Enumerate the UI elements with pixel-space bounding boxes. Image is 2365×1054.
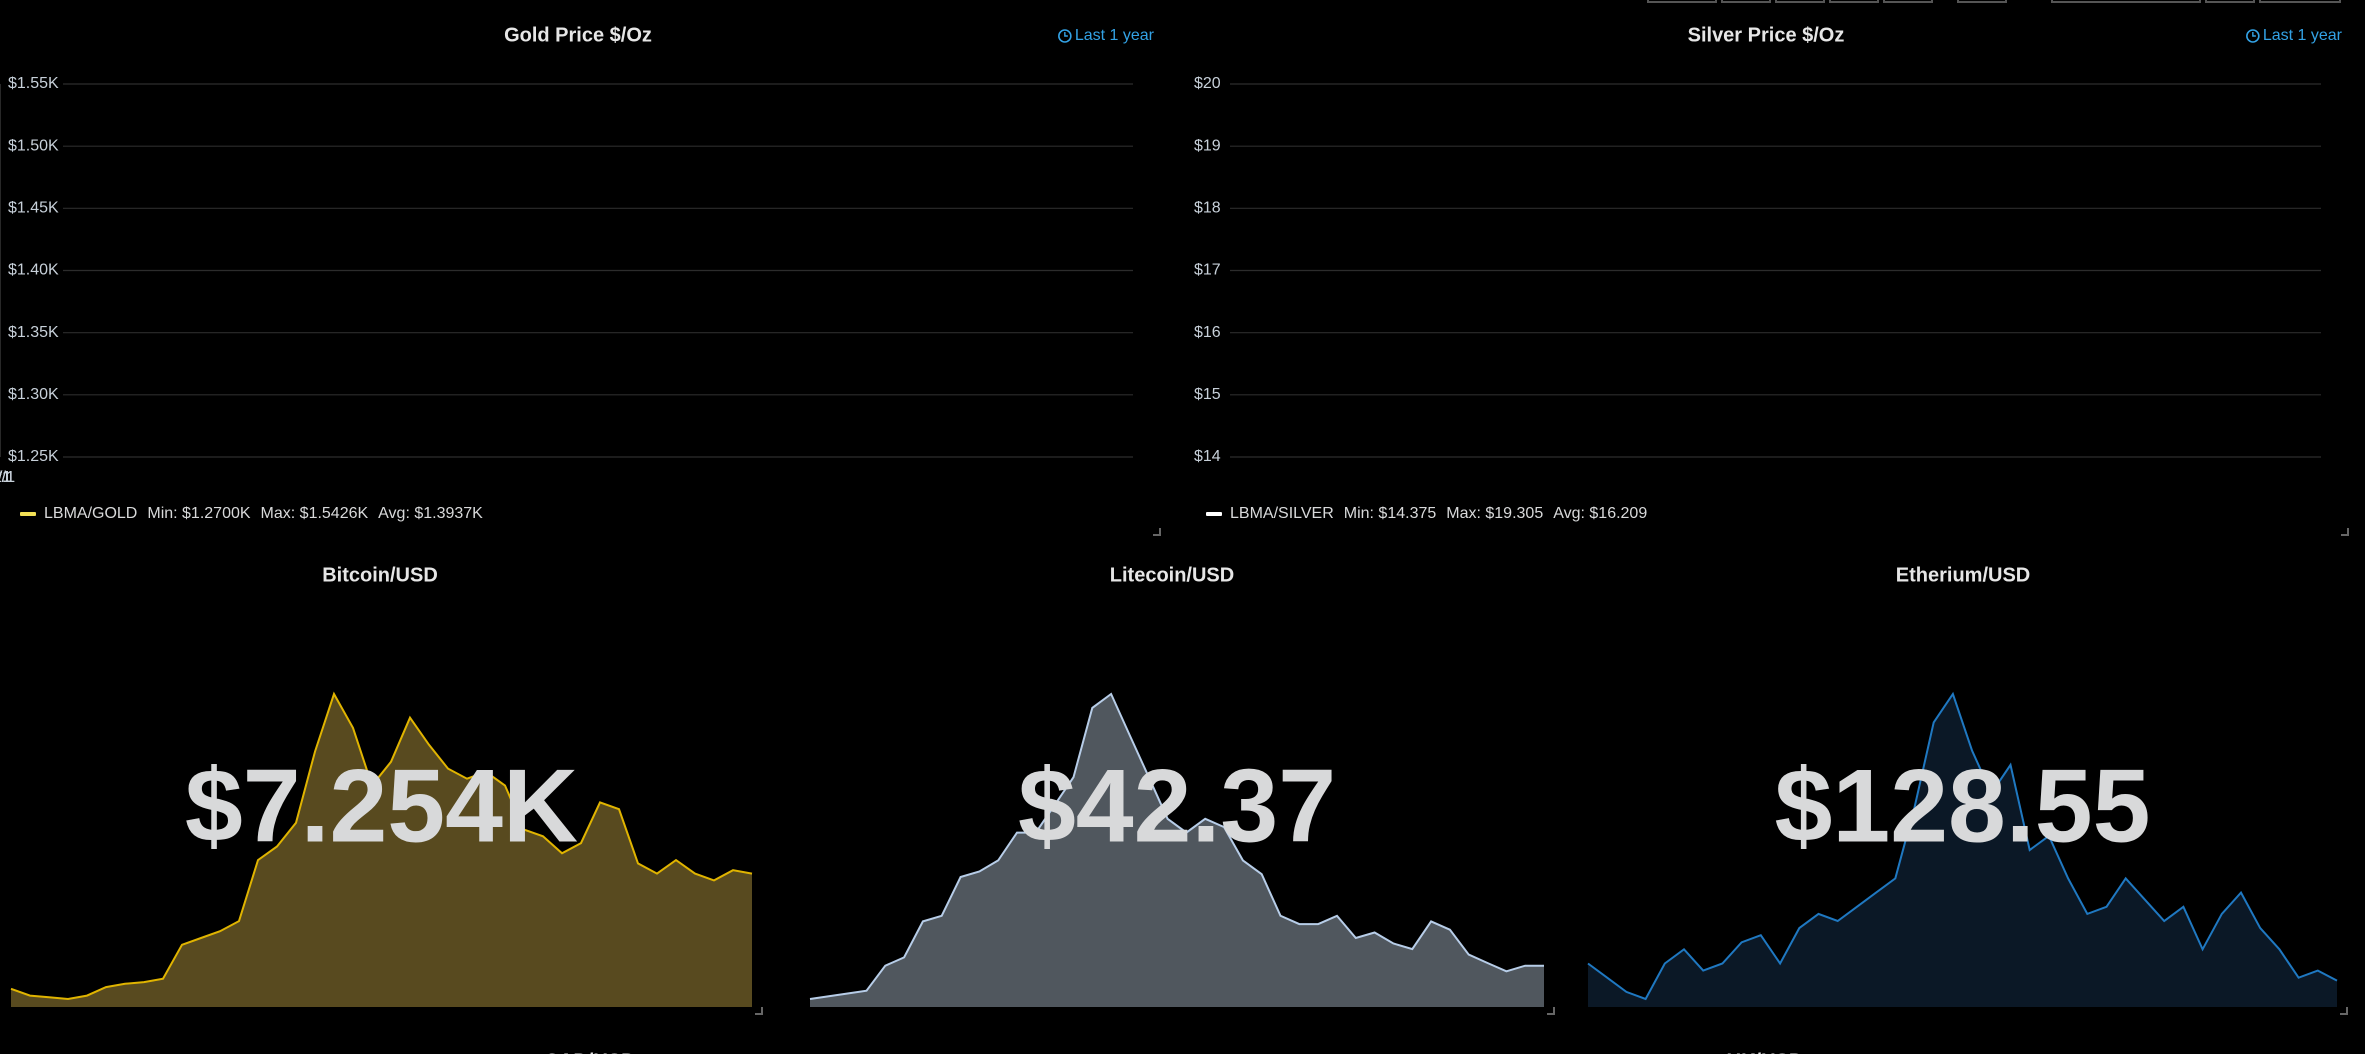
y-tick-label: $20 (1194, 75, 1221, 92)
legend-swatch (1206, 512, 1222, 516)
sparkline (809, 692, 1544, 1000)
y-tick-label: $1.45K (8, 200, 59, 217)
resize-handle (2341, 528, 2349, 536)
x-tick-label: 7/1 (0, 469, 11, 486)
stat-value: $7.254K (185, 748, 578, 864)
legend-text: LBMA/GOLD Min: $1.2700K Max: $1.5426K Avg: … (44, 505, 483, 522)
y-tick-label: $1.55K (8, 75, 59, 92)
y-tick-label: $18 (1194, 200, 1221, 217)
y-tick-label: $1.25K (8, 448, 59, 465)
x-tick-label: 1/1 (0, 469, 11, 486)
panel-title: CAD/USD (544, 1050, 635, 1054)
panel-title: Litecoin/USD (1110, 564, 1234, 586)
y-tick-label: $1.40K (8, 262, 59, 279)
clock-icon (2246, 29, 2260, 43)
sparkline-fill (11, 694, 752, 1007)
stat-value: $128.55 (1775, 748, 2151, 864)
panel-title: Silver Price $/Oz (1688, 24, 1845, 46)
sparkline-fill (1588, 694, 2337, 1007)
y-tick-label: $1.30K (8, 386, 59, 403)
y-tick-label: $19 (1194, 137, 1221, 154)
time-range: Last 1 year (2263, 27, 2343, 44)
toolbar-buttons (1647, 0, 2341, 3)
clock-hands (2252, 32, 2256, 37)
y-tick-label: $15 (1194, 386, 1221, 403)
x-tick-label: 5/1 (0, 469, 11, 486)
legend-name: LBMA/GOLD (44, 505, 137, 522)
x-tick-label: 9/1 (0, 469, 11, 486)
legend-stat: Max: $1.5426K (261, 505, 369, 522)
x-tick-label: 1/1 (0, 469, 11, 486)
legend-name: LBMA/SILVER (1230, 505, 1334, 522)
x-tick-label: 11/1 (0, 469, 15, 486)
panel-title: Bitcoin/USD (322, 564, 438, 586)
resize-handle (1153, 528, 1161, 536)
x-tick-label: 9/1 (0, 469, 11, 486)
x-tick-label: 11/1 (0, 469, 15, 486)
clock-hands (1064, 32, 1068, 37)
panel-title: UK/USD (1727, 1050, 1804, 1054)
legend-stat: Avg: $1.3937K (378, 505, 483, 522)
clock-icon (1058, 29, 1072, 43)
sparkline (10, 691, 753, 1001)
sparkline-fill (810, 694, 1544, 1007)
panel-title: Gold Price $/Oz (504, 24, 652, 46)
legend-stat: Min: $1.2700K (147, 505, 251, 522)
legend-stat: Avg: $16.209 (1553, 505, 1647, 522)
y-tick-label: $17 (1194, 262, 1221, 279)
legend-text: LBMA/SILVER Min: $14.375 Max: $19.305 Avg: … (1230, 505, 1647, 522)
x-tick-label: 3/1 (0, 469, 11, 486)
resize-handle (1547, 1007, 1555, 1015)
time-range: Last 1 year (1075, 27, 1155, 44)
y-tick-label: $16 (1194, 324, 1221, 341)
sparkline (1587, 691, 2338, 1001)
panel-title: Etherium/USD (1896, 564, 2030, 586)
resize-handle (2340, 1007, 2348, 1015)
legend-stat: Max: $19.305 (1446, 505, 1543, 522)
x-tick-label: 7/1 (0, 469, 11, 486)
y-tick-label: $1.35K (8, 324, 59, 341)
x-tick-label: 5/1 (0, 469, 11, 486)
y-tick-label: $14 (1194, 448, 1221, 465)
resize-handle (755, 1007, 763, 1015)
legend-stat: Min: $14.375 (1344, 505, 1437, 522)
y-tick-label: $1.50K (8, 137, 59, 154)
x-tick-label: 3/1 (0, 469, 11, 486)
stat-value: $42.37 (1018, 748, 1336, 864)
legend-swatch (20, 512, 36, 516)
